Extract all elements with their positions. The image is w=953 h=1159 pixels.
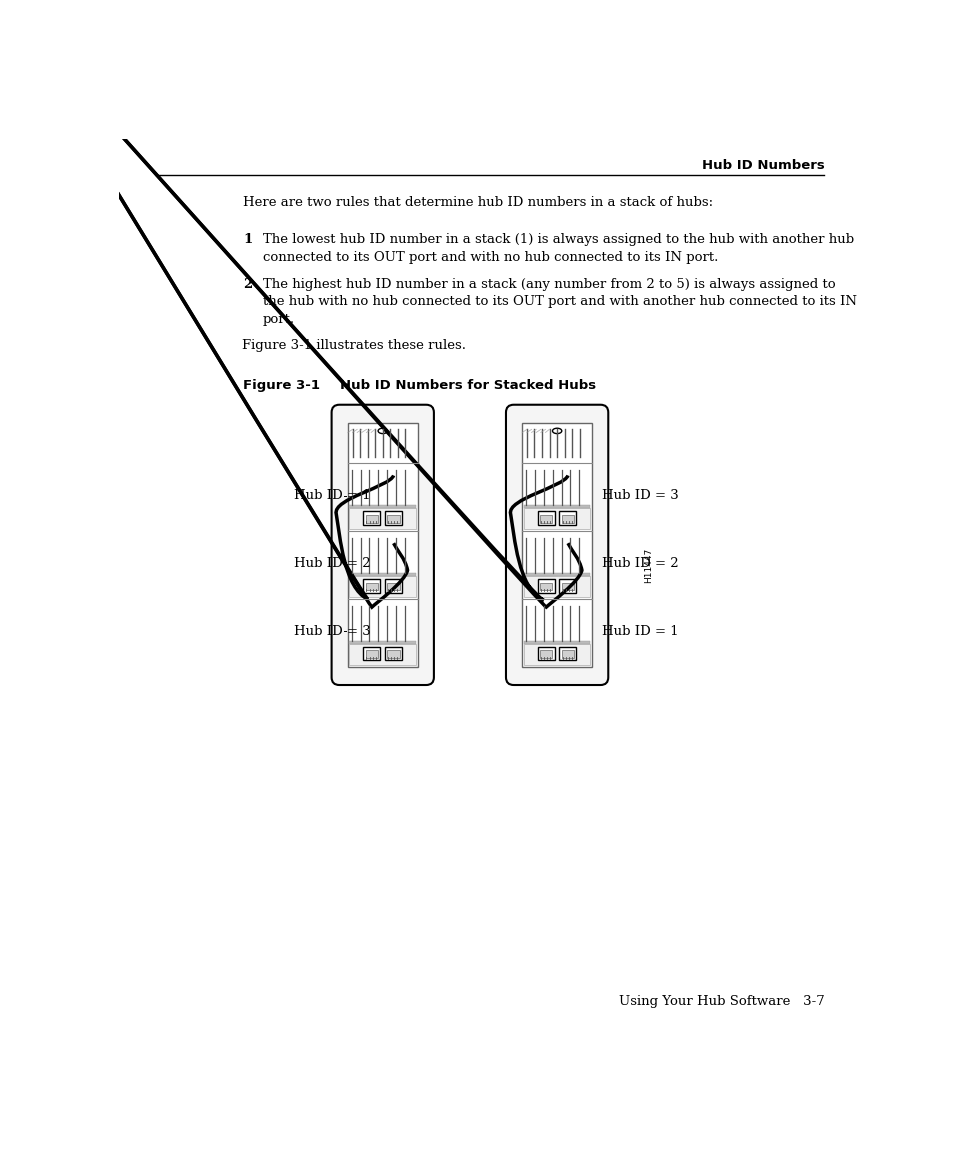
Text: The lowest hub ID number in a stack (1) is always assigned to the hub with anoth: The lowest hub ID number in a stack (1) … — [262, 233, 853, 263]
Text: H11447: H11447 — [643, 547, 653, 583]
Bar — [523, 641, 590, 643]
Bar — [349, 508, 416, 530]
Bar — [385, 578, 402, 592]
Bar — [561, 650, 574, 658]
Bar — [385, 647, 402, 661]
Bar — [539, 583, 552, 590]
Bar — [349, 641, 416, 643]
Bar — [365, 515, 377, 523]
Text: Hub ID = 3: Hub ID = 3 — [294, 625, 370, 637]
Text: 2: 2 — [243, 278, 253, 291]
Bar — [561, 515, 574, 523]
Bar — [387, 583, 399, 590]
Bar — [561, 583, 574, 590]
Bar — [558, 647, 576, 661]
Bar — [387, 515, 399, 523]
FancyBboxPatch shape — [505, 404, 608, 685]
Ellipse shape — [552, 428, 561, 433]
Ellipse shape — [377, 428, 387, 433]
Text: Here are two rules that determine hub ID numbers in a stack of hubs:: Here are two rules that determine hub ID… — [243, 196, 713, 209]
Bar — [363, 647, 380, 661]
Bar — [385, 511, 402, 525]
Bar — [521, 423, 592, 666]
Bar — [365, 650, 377, 658]
Text: 1: 1 — [243, 233, 253, 246]
Text: Hub ID Numbers for Stacked Hubs: Hub ID Numbers for Stacked Hubs — [340, 379, 596, 392]
Bar — [349, 576, 416, 597]
Text: Hub ID Numbers: Hub ID Numbers — [701, 159, 823, 172]
Text: Figure 3-1 illustrates these rules.: Figure 3-1 illustrates these rules. — [241, 340, 465, 352]
Bar — [348, 423, 417, 666]
Bar — [523, 505, 590, 508]
Bar — [363, 578, 380, 592]
Text: Hub ID = 1: Hub ID = 1 — [294, 489, 370, 502]
Text: Hub ID = 1: Hub ID = 1 — [601, 625, 678, 637]
Bar — [363, 511, 380, 525]
Bar — [387, 650, 399, 658]
Bar — [523, 576, 590, 597]
Bar — [558, 578, 576, 592]
Bar — [537, 647, 555, 661]
Text: Using Your Hub Software   3-7: Using Your Hub Software 3-7 — [618, 996, 823, 1008]
Bar — [539, 515, 552, 523]
Bar — [349, 643, 416, 665]
Bar — [537, 578, 555, 592]
FancyBboxPatch shape — [332, 404, 434, 685]
Bar — [558, 511, 576, 525]
Bar — [349, 505, 416, 508]
Bar — [523, 643, 590, 665]
Bar — [365, 583, 377, 590]
Bar — [523, 573, 590, 576]
Text: Hub ID = 3: Hub ID = 3 — [601, 489, 679, 502]
Bar — [523, 508, 590, 530]
Text: Figure 3-1: Figure 3-1 — [243, 379, 320, 392]
Bar — [539, 650, 552, 658]
Text: The highest hub ID number in a stack (any number from 2 to 5) is always assigned: The highest hub ID number in a stack (an… — [262, 278, 856, 326]
Text: Hub ID = 2: Hub ID = 2 — [294, 557, 370, 570]
Bar — [349, 573, 416, 576]
Bar — [537, 511, 555, 525]
Text: Hub ID = 2: Hub ID = 2 — [601, 557, 678, 570]
